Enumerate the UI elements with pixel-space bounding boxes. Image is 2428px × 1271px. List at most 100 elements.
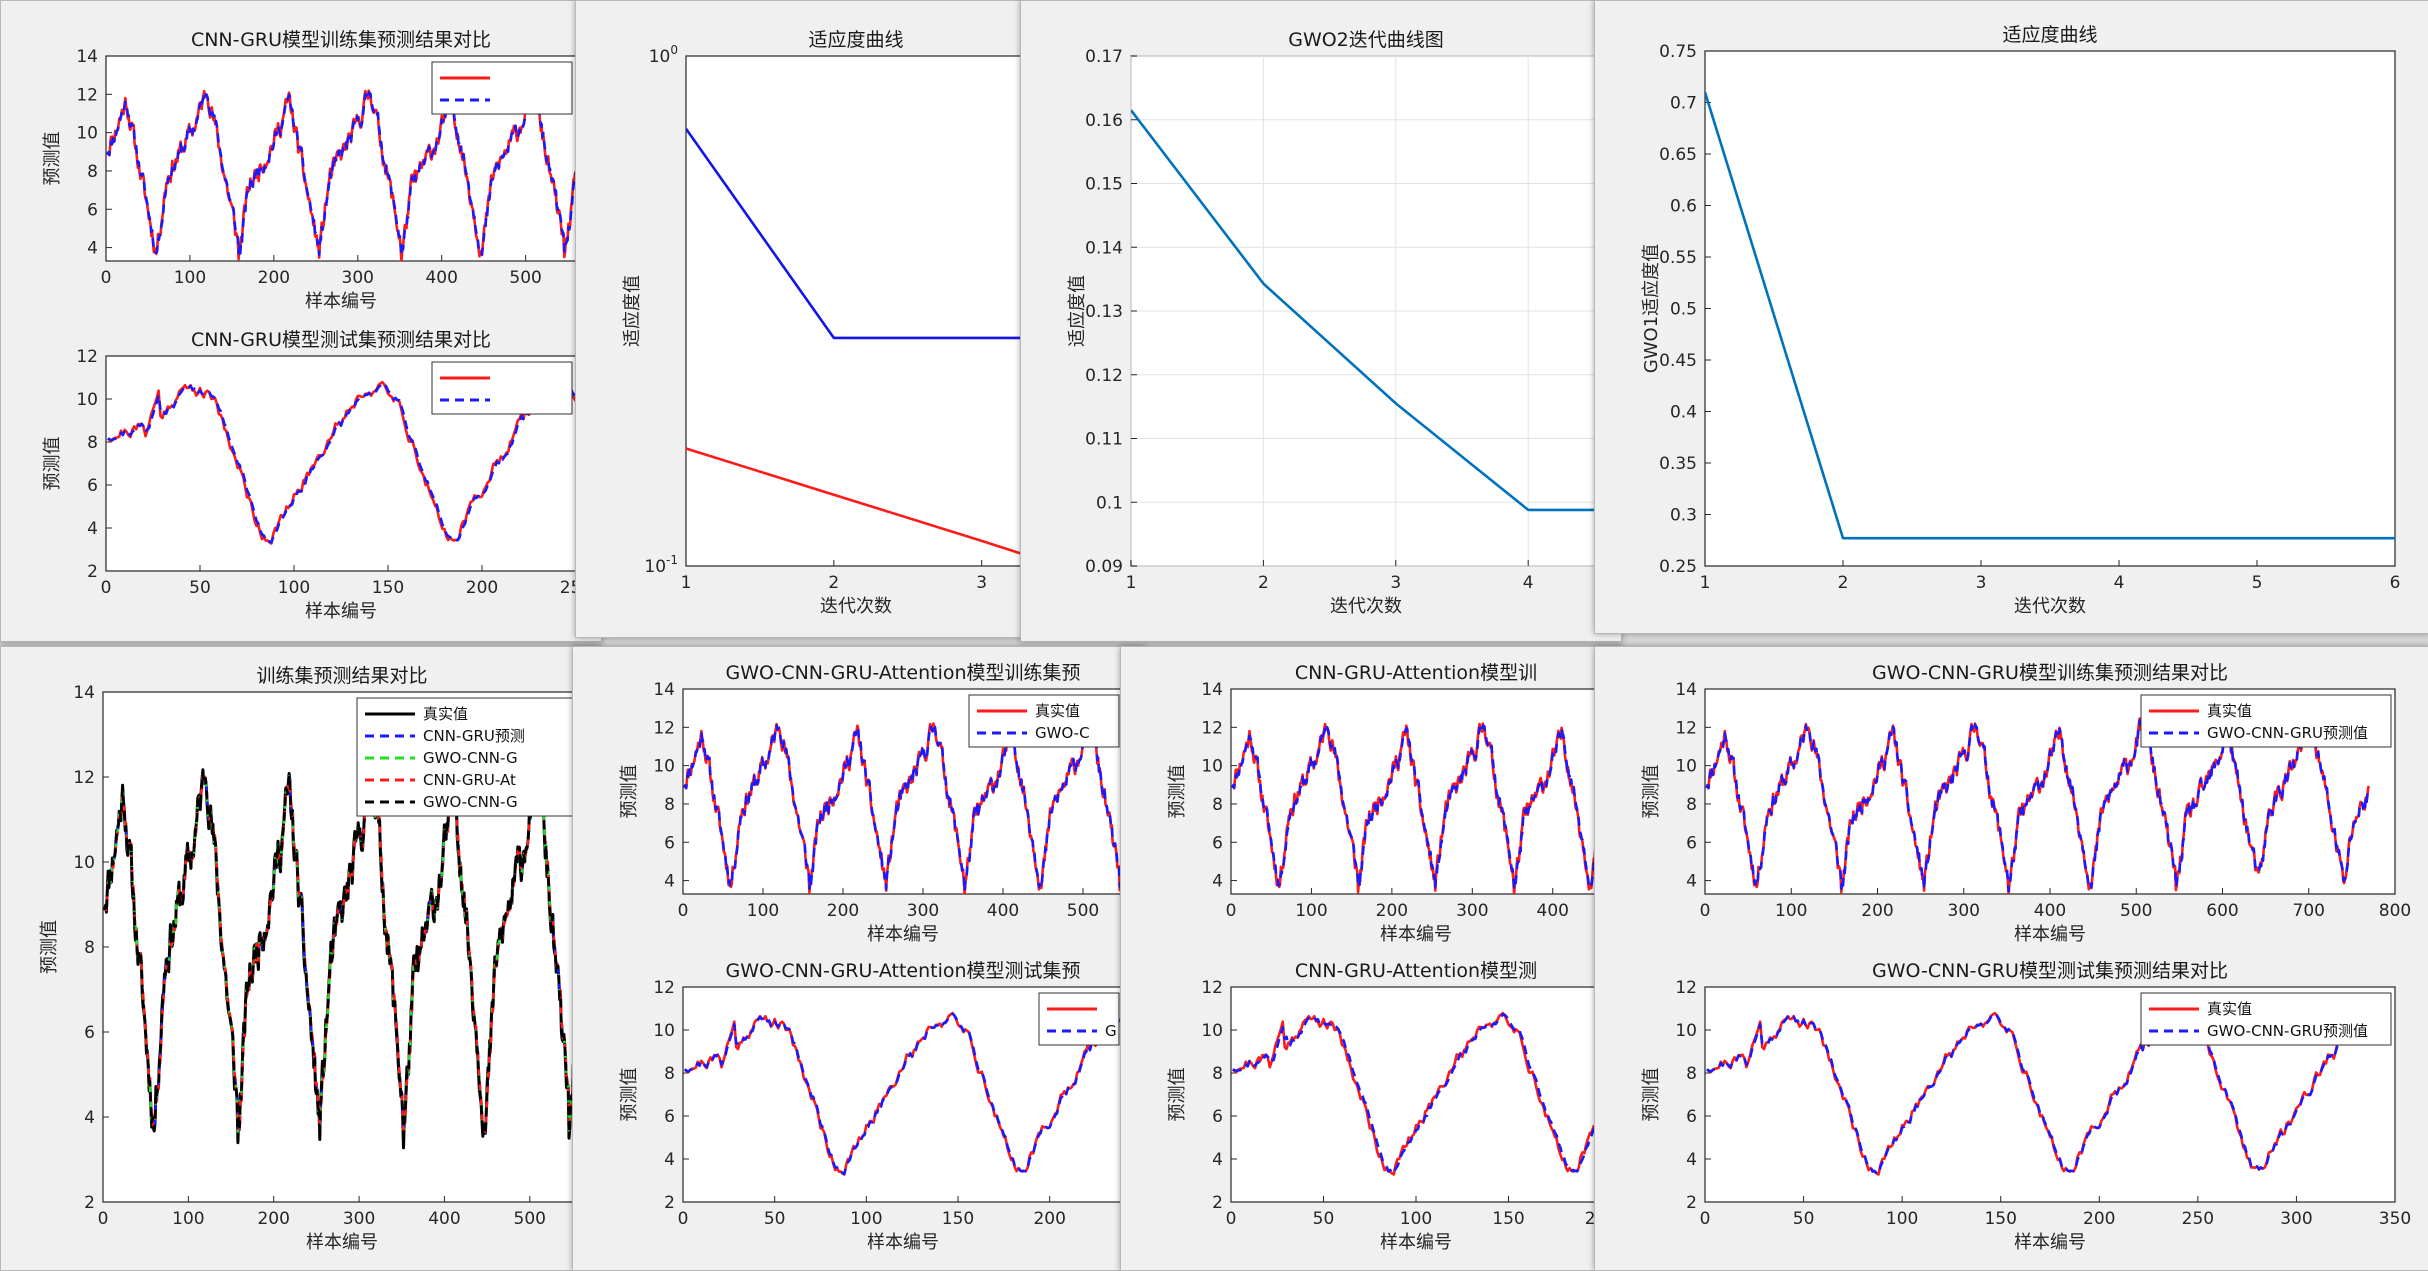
x-tick-label: 1 [1700, 573, 1711, 593]
x-tick-label: 200 [466, 578, 498, 598]
figure-window-gwo2[interactable]: 1 2 3 4 0.09 0.1 0.11 0.12 0.13 0.14 0.15 0.16 0.17 G… [1020, 0, 1622, 642]
y-tick-label: 10 [73, 853, 95, 873]
x-tick-label: 0 [1226, 1209, 1237, 1229]
figure-window-gwo1[interactable]: 1 2 3 4 5 6 0.25 0.3 0.35 0.4 0.45 0.5 0.55 0.6 0.65 0.… [1594, 0, 2428, 634]
y-tick-label: 12 [76, 85, 98, 105]
figure-window-train-compare[interactable]: 0 100 200 300 400 500 2 4 6 8 10 12 14 训练集预测结果对比 样本编号 预… [0, 646, 602, 1271]
y-tick-label: 0.12 [1085, 366, 1123, 386]
y-tick-label: 8 [87, 433, 98, 453]
y-tick-label: 12 [1201, 718, 1223, 738]
y-tick-label: 0.1 [1096, 493, 1123, 513]
legend-label: 真实值 [2207, 1000, 2252, 1018]
series-line [686, 128, 1026, 340]
legend-label: CNN-GRU-At [423, 771, 516, 789]
y-tick-label: 2 [87, 562, 98, 582]
y-tick-label: 10 [76, 390, 98, 410]
x-tick-label: 400 [2034, 901, 2066, 921]
x-tick-label: 0 [678, 901, 689, 921]
figure-window-fitness-log[interactable]: 1 2 3 100 10-1 适应度曲线 迭代次数 适应度值 [575, 0, 1052, 638]
x-tick-label: 1 [1126, 573, 1137, 593]
legend: 真实值 GWO-CNN-GRU预测值 [2140, 992, 2392, 1046]
y-tick-label: 4 [1212, 872, 1223, 892]
x-tick-label: 50 [1313, 1209, 1335, 1229]
y-tick-label: 0.45 [1659, 351, 1697, 371]
y-tick-label: 12 [1201, 978, 1223, 998]
x-tick-label: 100 [172, 1209, 204, 1229]
x-tick-label: 0 [98, 1209, 109, 1229]
legend-box [431, 61, 573, 115]
x-axis-label: 样本编号 [306, 1232, 378, 1253]
series-line [1232, 1012, 1601, 1175]
x-tick-label: 700 [2293, 901, 2325, 921]
y-tick-label: 0.4 [1670, 403, 1697, 423]
x-axis-label: 样本编号 [1380, 1232, 1452, 1253]
y-axis-label: 预测值 [1167, 765, 1188, 819]
x-tick-label: 500 [509, 268, 541, 288]
x-tick-label: 600 [2206, 901, 2238, 921]
y-axis-label: 适应度值 [1067, 275, 1088, 347]
y-tick-label: 14 [1675, 680, 1697, 700]
y-tick-label: 10 [1201, 1021, 1223, 1041]
figure-window-cnn-gru-attention[interactable]: 0 100 200 300 400 4 6 8 10 12 14 CNN-GRU-Attention模… [1120, 646, 1622, 1271]
y-tick-label: 12 [73, 768, 95, 788]
legend-label: GWO-CNN-GRU预测值 [2207, 1022, 2368, 1040]
series-line [1231, 1011, 1601, 1176]
y-tick-label: 0.5 [1670, 300, 1697, 320]
y-tick-label: 0.55 [1659, 248, 1697, 268]
x-tick-label: 500 [1067, 901, 1099, 921]
y-tick-label: 10 [1201, 757, 1223, 777]
chart-title: GWO-CNN-GRU-Attention模型训练集预 [725, 662, 1080, 684]
x-tick-label: 4 [1523, 573, 1534, 593]
y-tick-label: 12 [1675, 978, 1697, 998]
x-axis-label: 样本编号 [867, 1232, 939, 1253]
x-tick-label: 100 [1775, 901, 1807, 921]
y-tick-label: 4 [1212, 1150, 1223, 1170]
x-tick-label: 4 [2114, 573, 2125, 593]
chart-title: GWO-CNN-GRU-Attention模型测试集预 [725, 960, 1080, 982]
chart-title: CNN-GRU-Attention模型训 [1295, 662, 1537, 684]
figure-window-gwo-cnn-gru-attention[interactable]: 0 100 200 300 400 500 4 6 8 10 12 14 GWO-CNN-GRU-Att… [572, 646, 1146, 1271]
x-tick-label: 2 [1258, 573, 1269, 593]
x-tick-label: 200 [1861, 901, 1893, 921]
y-tick-label: 10-1 [644, 553, 678, 577]
legend-label: G [1105, 1022, 1117, 1040]
figure-window-cnn-gru[interactable]: 0 100 200 300 400 500 4 6 8 10 12 14 CNN-GRU模型训练集预测结… [0, 0, 602, 642]
y-tick-label: 6 [87, 200, 98, 220]
x-tick-label: 150 [372, 578, 404, 598]
y-tick-label: 10 [653, 757, 675, 777]
x-tick-label: 200 [257, 1209, 289, 1229]
y-tick-label: 0.7 [1670, 94, 1697, 114]
x-axis-label: 迭代次数 [1330, 596, 1402, 617]
y-tick-label: 4 [1686, 1150, 1697, 1170]
y-tick-label: 10 [1675, 1021, 1697, 1041]
x-tick-label: 400 [425, 268, 457, 288]
x-tick-label: 400 [428, 1209, 460, 1229]
y-axis-label: 预测值 [1167, 1068, 1188, 1122]
x-tick-label: 0 [1226, 901, 1237, 921]
y-tick-label: 14 [653, 680, 675, 700]
y-tick-label: 0.35 [1659, 454, 1697, 474]
plot: 0 100 200 300 400 4 6 8 10 12 14 CNN-GRU-Attention模… [1167, 662, 1602, 945]
y-axis-label: 预测值 [1641, 765, 1662, 819]
y-tick-label: 12 [1675, 718, 1697, 738]
y-tick-label: 0.17 [1085, 47, 1123, 67]
figure-window-gwo-cnn-gru[interactable]: 0 100 200 300 400 500 600 700 800 4 6 8 10 12 14 GWO-CN… [1594, 646, 2428, 1271]
plot: 1 2 3 4 5 6 0.25 0.3 0.35 0.4 0.45 0.5 0.55 0.6 0.65 0.… [1641, 24, 2400, 617]
y-axis-label: 预测值 [42, 132, 63, 186]
y-axis-label: GWO1适应度值 [1641, 244, 1662, 373]
y-tick-label: 0.75 [1659, 42, 1697, 62]
plot: 05010015020024681012CNN-GRU-Attention模型测… [1167, 960, 1617, 1253]
legend-box [431, 361, 573, 415]
chart-title: CNN-GRU-Attention模型测 [1295, 960, 1537, 982]
legend-label: GWO-CNN-G [423, 793, 518, 811]
x-tick-label: 3 [1390, 573, 1401, 593]
y-tick-label: 8 [664, 795, 675, 815]
legend: G [1038, 992, 1120, 1046]
legend: 真实值 GWO-C [968, 694, 1120, 748]
x-tick-label: 50 [189, 578, 211, 598]
x-tick-label: 0 [1700, 1209, 1711, 1229]
legend [431, 361, 573, 415]
y-tick-label: 10 [653, 1021, 675, 1041]
y-tick-label: 6 [87, 476, 98, 496]
